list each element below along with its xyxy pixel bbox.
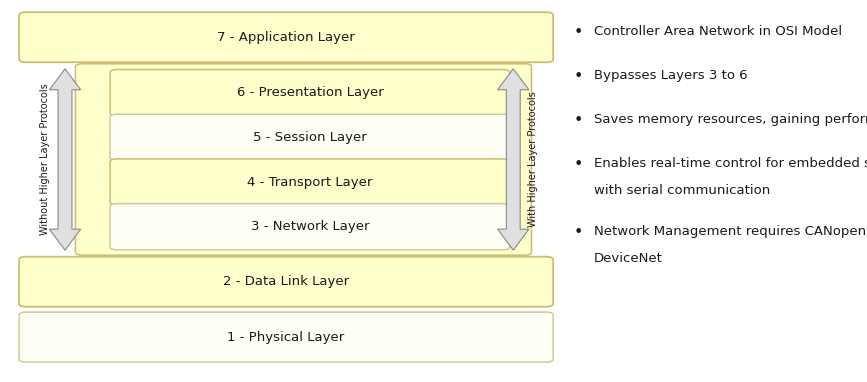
FancyBboxPatch shape — [19, 12, 553, 62]
Text: Bypasses Layers 3 to 6: Bypasses Layers 3 to 6 — [594, 69, 747, 82]
Polygon shape — [49, 69, 81, 250]
Text: •: • — [574, 225, 583, 240]
Text: 5 - Session Layer: 5 - Session Layer — [253, 131, 367, 144]
Text: •: • — [574, 69, 583, 84]
Text: •: • — [574, 25, 583, 40]
Text: 7 - Application Layer: 7 - Application Layer — [218, 31, 355, 44]
FancyBboxPatch shape — [110, 204, 510, 250]
Text: With Higher Layer Protocols: With Higher Layer Protocols — [528, 92, 538, 227]
Text: •: • — [574, 157, 583, 172]
Text: Network Management requires CANopen,: Network Management requires CANopen, — [594, 225, 867, 238]
Text: Enables real-time control for embedded systems: Enables real-time control for embedded s… — [594, 157, 867, 170]
Text: 3 - Network Layer: 3 - Network Layer — [251, 220, 369, 233]
Text: Controller Area Network in OSI Model: Controller Area Network in OSI Model — [594, 25, 842, 38]
Text: •: • — [574, 113, 583, 128]
Text: 2 - Data Link Layer: 2 - Data Link Layer — [223, 275, 349, 288]
FancyBboxPatch shape — [19, 312, 553, 362]
FancyBboxPatch shape — [110, 159, 510, 205]
Text: 1 - Physical Layer: 1 - Physical Layer — [227, 330, 345, 344]
FancyBboxPatch shape — [110, 114, 510, 160]
Text: DeviceNet: DeviceNet — [594, 252, 662, 265]
Text: 6 - Presentation Layer: 6 - Presentation Layer — [237, 86, 383, 99]
FancyBboxPatch shape — [75, 64, 531, 255]
Text: Without Higher Layer Protocols: Without Higher Layer Protocols — [40, 84, 50, 235]
Text: 4 - Transport Layer: 4 - Transport Layer — [247, 175, 373, 189]
Polygon shape — [498, 69, 529, 250]
Text: Saves memory resources, gaining performance: Saves memory resources, gaining performa… — [594, 113, 867, 126]
FancyBboxPatch shape — [110, 70, 510, 116]
FancyBboxPatch shape — [19, 257, 553, 307]
Text: with serial communication: with serial communication — [594, 184, 770, 197]
